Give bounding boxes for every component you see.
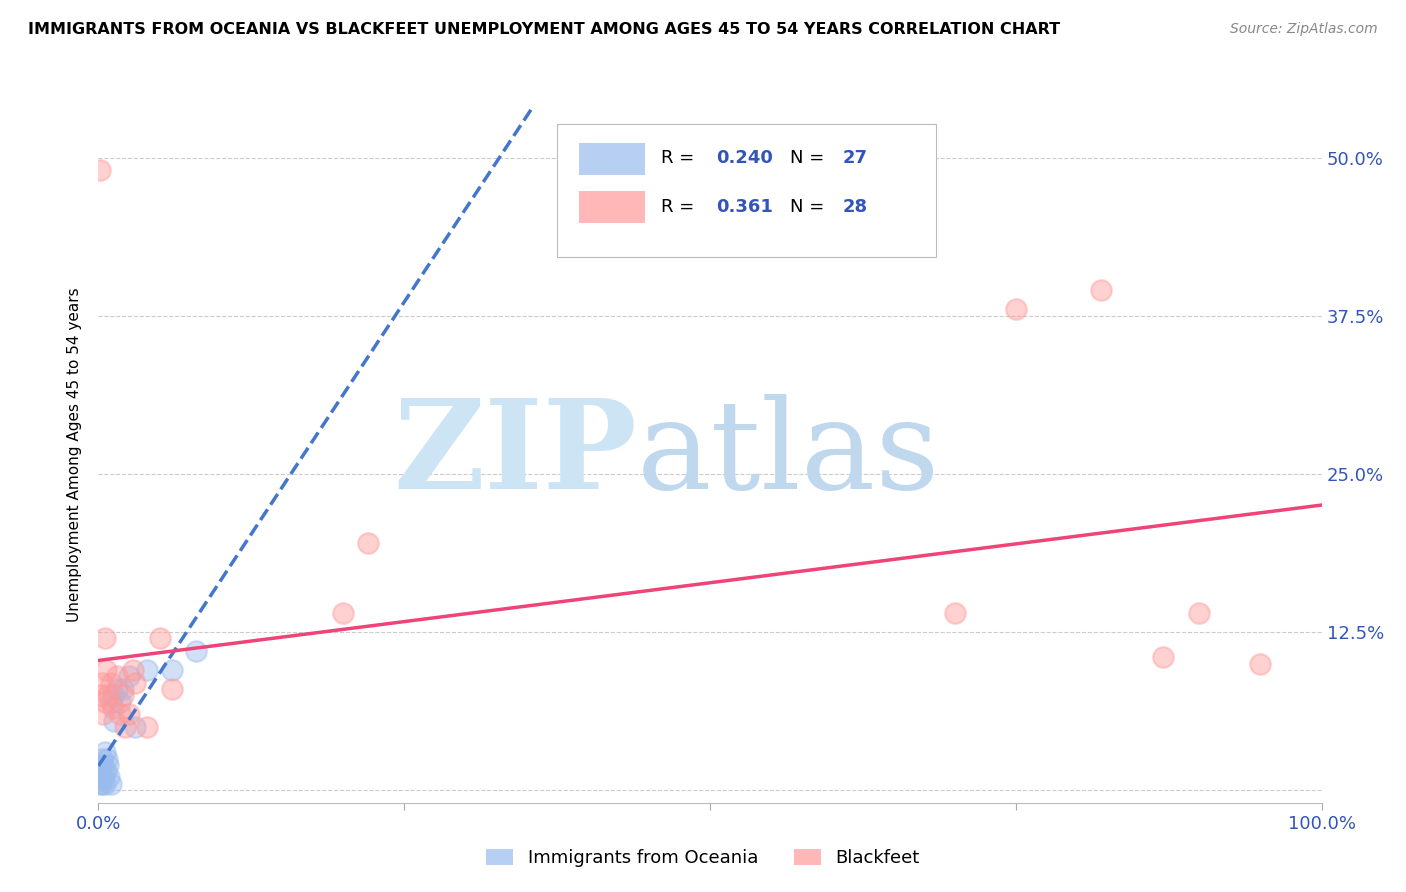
Point [90,772,112,787]
Point [1090,284,1112,298]
Point [160,663,183,677]
Text: R =: R = [661,149,700,167]
Point [101,701,124,715]
Text: 27: 27 [842,149,868,167]
Point [91,751,114,765]
Point [149,632,172,646]
Text: 0.240: 0.240 [716,149,773,167]
Point [89,777,111,791]
Point [111,681,134,696]
Point [94,764,117,779]
Point [124,675,146,690]
Point [89,163,111,178]
Point [114,720,136,734]
Point [121,663,143,677]
Y-axis label: Unemployment Among Ages 45 to 54 years: Unemployment Among Ages 45 to 54 years [67,287,83,623]
Point [943,606,966,620]
Point [110,707,132,722]
Point [111,688,134,702]
Text: ZIP: ZIP [392,394,637,516]
Point [89,764,111,779]
Point [93,745,115,759]
Legend: Immigrants from Oceania, Blackfeet: Immigrants from Oceania, Blackfeet [479,841,927,874]
Point [136,720,159,734]
Point [105,669,128,683]
Point [186,644,208,658]
FancyBboxPatch shape [579,143,645,175]
Point [89,771,111,785]
Point [90,688,112,702]
Text: IMMIGRANTS FROM OCEANIA VS BLACKFEET UNEMPLOYMENT AMONG AGES 45 TO 54 YEARS CORR: IMMIGRANTS FROM OCEANIA VS BLACKFEET UNE… [28,22,1060,37]
Point [94,663,117,677]
Point [91,707,114,722]
Point [97,688,120,702]
Text: 28: 28 [842,197,868,216]
FancyBboxPatch shape [579,191,645,223]
Text: atlas: atlas [637,394,941,516]
Point [1152,650,1174,665]
Text: 0.361: 0.361 [716,197,773,216]
Point [118,707,141,722]
Text: N =: N = [790,149,830,167]
Point [1249,657,1271,671]
Text: R =: R = [661,197,700,216]
Point [1004,302,1026,317]
Point [356,536,378,550]
FancyBboxPatch shape [557,124,936,257]
Point [93,777,115,791]
Point [101,688,124,702]
Point [118,669,141,683]
Point [93,695,115,709]
Point [96,751,118,765]
Point [91,771,114,785]
Point [110,695,132,709]
Point [91,675,114,690]
Point [136,663,159,677]
Point [100,675,122,690]
Text: Source: ZipAtlas.com: Source: ZipAtlas.com [1230,22,1378,37]
Point [332,606,354,620]
Point [124,720,146,734]
Point [93,632,115,646]
Text: N =: N = [790,197,830,216]
Point [91,777,114,791]
Point [98,771,121,785]
Point [90,760,112,774]
Point [91,757,114,772]
Point [105,681,128,696]
Point [103,714,125,728]
Point [160,681,183,696]
Point [1188,606,1211,620]
Point [100,777,122,791]
Point [100,695,122,709]
Point [97,757,120,772]
